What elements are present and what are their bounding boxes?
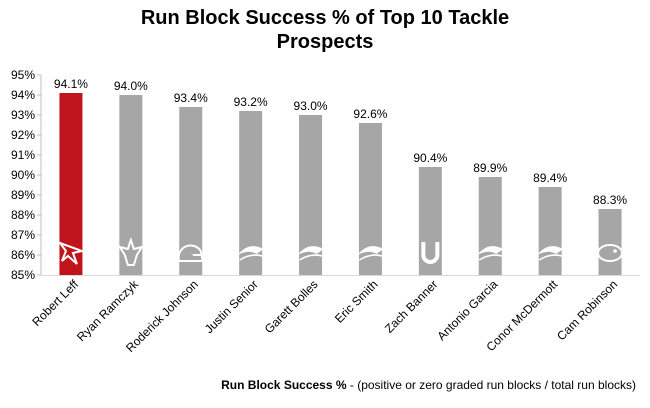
broncos-logo-icon-part xyxy=(297,246,324,255)
x-tick-label: Robert Leff xyxy=(29,277,81,329)
browns-helmet-icon-part xyxy=(177,244,204,262)
patriots-logo-icon-part xyxy=(537,246,564,255)
x-tick-label: Cam Robinson xyxy=(554,277,620,343)
y-tick-label: 91% xyxy=(11,148,35,162)
patriots-logo-icon-part xyxy=(477,246,504,255)
y-tick-label: 94% xyxy=(11,88,35,102)
y-tick-label: 87% xyxy=(11,228,35,242)
saints-logo-icon-part xyxy=(117,236,145,266)
data-label: 93.4% xyxy=(174,91,208,105)
x-tick-label: Justin Senior xyxy=(202,277,261,336)
x-tick-label: Ryan Ramczyk xyxy=(74,277,142,345)
y-tick-label: 93% xyxy=(11,108,35,122)
bar xyxy=(358,123,382,275)
patriots-logo-icon-part xyxy=(538,254,563,261)
bar xyxy=(119,95,143,275)
bar xyxy=(59,93,83,275)
bar xyxy=(179,107,203,275)
jaguars-logo-icon xyxy=(597,244,624,262)
data-label: 92.6% xyxy=(353,107,387,121)
bar xyxy=(598,209,622,275)
y-tick-label: 86% xyxy=(11,248,35,262)
data-label: 94.0% xyxy=(114,79,148,93)
falcons-logo-icon xyxy=(57,240,86,265)
data-label: 93.2% xyxy=(234,95,268,109)
y-tick-label: 92% xyxy=(11,128,35,142)
patriots-logo-icon xyxy=(477,246,504,261)
bar xyxy=(239,111,263,275)
saints-logo-icon xyxy=(117,236,145,266)
y-tick-label: 85% xyxy=(11,268,35,282)
y-tick-label: 89% xyxy=(11,188,35,202)
data-label: 94.1% xyxy=(54,77,88,91)
seahawks-logo-icon-part xyxy=(237,246,264,255)
dolphins-logo-icon-part xyxy=(357,246,384,255)
chart-title-line-1: Run Block Success % of Top 10 Tackle xyxy=(140,7,510,29)
y-tick-label: 88% xyxy=(11,208,35,222)
data-label: 89.9% xyxy=(473,161,507,175)
jaguars-logo-icon-part xyxy=(613,249,617,253)
chart-title-line-2: Prospects xyxy=(276,31,374,53)
footnote-label: Run Block Success % xyxy=(221,378,347,392)
seahawks-logo-icon xyxy=(237,246,264,261)
patriots-logo-icon-part xyxy=(478,254,503,261)
data-label: 89.4% xyxy=(533,171,567,185)
data-label: 90.4% xyxy=(413,151,447,165)
x-tick-label: Zach Banner xyxy=(382,277,440,335)
browns-helmet-icon xyxy=(177,244,204,262)
falcons-logo-icon-part xyxy=(57,240,86,265)
patriots-logo-icon xyxy=(537,246,564,261)
broncos-logo-icon-part xyxy=(299,254,323,261)
chart-title: Run Block Success % of Top 10 Tackle Pro… xyxy=(0,6,650,54)
x-tick-label: Garett Bolles xyxy=(262,277,321,336)
bar xyxy=(538,187,562,275)
x-tick-label: Eric Smith xyxy=(332,277,381,326)
dolphins-logo-icon xyxy=(357,246,384,261)
footnote: Run Block Success % - (positive or zero … xyxy=(221,378,636,392)
y-tick-label: 90% xyxy=(11,168,35,182)
footnote-text: - (positive or zero graded run blocks / … xyxy=(346,378,636,392)
x-tick-label: Antonio Garcia xyxy=(434,277,500,343)
data-label: 88.3% xyxy=(593,193,627,207)
jaguars-logo-icon-part xyxy=(597,244,624,262)
y-tick-label: 95% xyxy=(11,68,35,82)
broncos-logo-icon xyxy=(297,246,324,261)
colts-horseshoe-icon-part xyxy=(421,242,440,264)
colts-horseshoe-icon xyxy=(421,242,440,264)
seahawks-logo-icon-part xyxy=(239,254,263,261)
bar xyxy=(299,115,323,275)
bar xyxy=(478,177,502,275)
dolphins-logo-icon-part xyxy=(359,254,383,261)
data-label: 93.0% xyxy=(294,99,328,113)
